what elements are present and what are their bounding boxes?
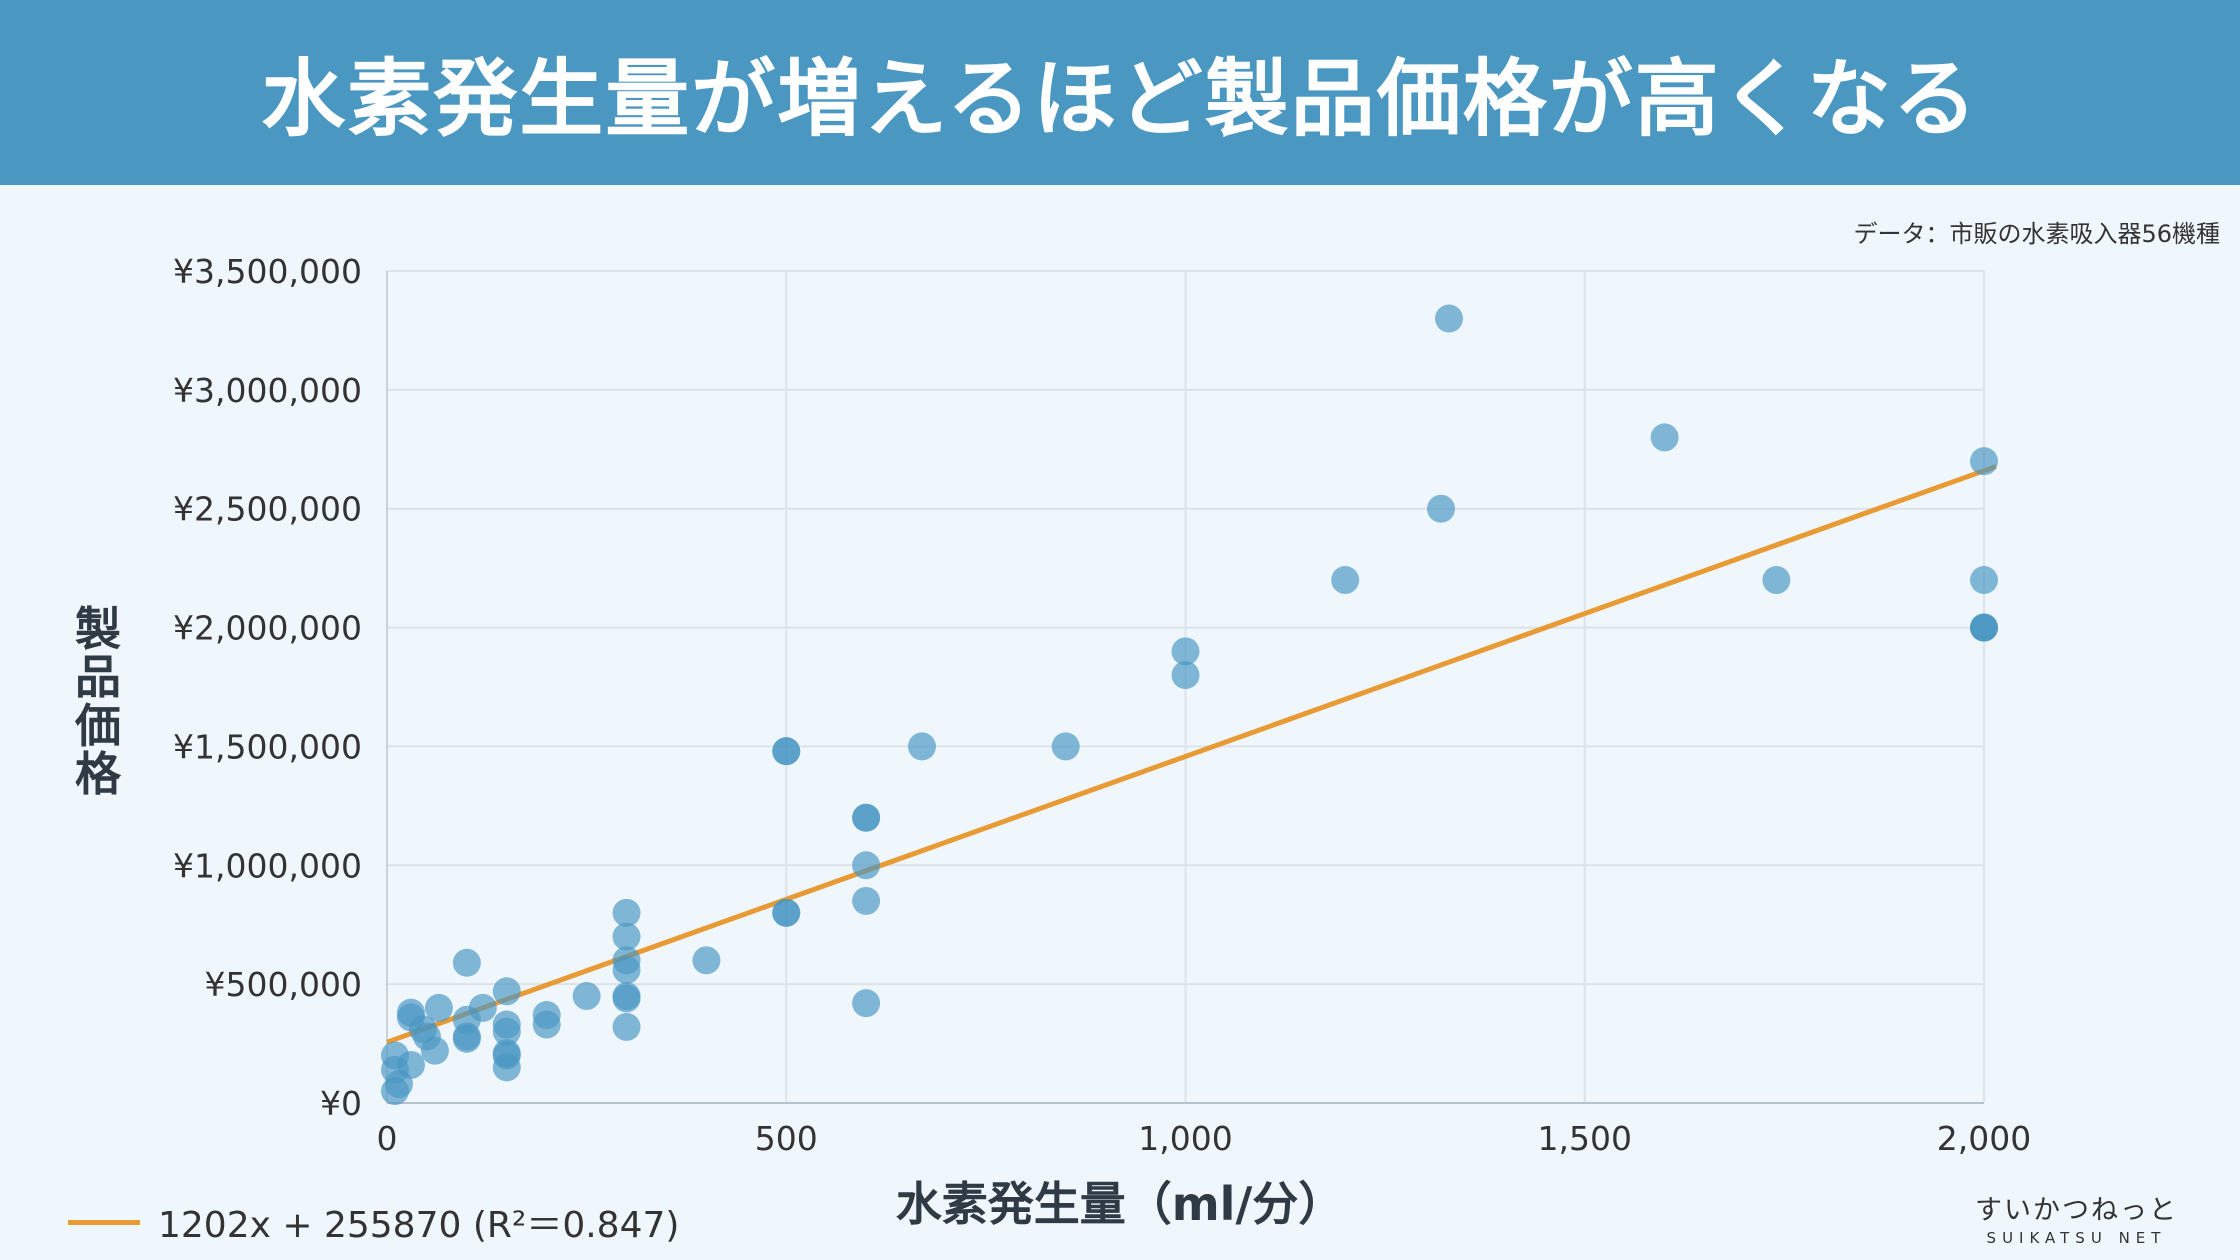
data-point <box>1051 732 1080 761</box>
data-points <box>380 304 1998 1106</box>
data-point <box>612 946 641 975</box>
data-point <box>692 946 721 975</box>
data-point <box>1171 637 1200 666</box>
data-point <box>1427 494 1456 523</box>
x-tick-label: 2,000 <box>1937 1119 2031 1158</box>
y-tick-label: ¥1,000,000 <box>173 846 362 885</box>
y-tick-label: ¥1,500,000 <box>173 727 362 766</box>
data-point <box>852 989 881 1018</box>
data-point <box>1435 304 1464 333</box>
logo-en: SUIKATSU NET <box>1986 1229 2167 1247</box>
data-point <box>907 732 936 761</box>
axes <box>386 271 1984 1104</box>
x-tick-labels: 0 500 1,000 1,500 2,000 <box>377 1119 2032 1158</box>
y-tick-label: ¥500,000 <box>205 965 362 1004</box>
data-point <box>452 948 481 977</box>
legend: 1202x + 255870 (R²＝0.847) <box>68 1196 679 1248</box>
data-point <box>420 1036 449 1065</box>
data-point <box>612 1012 641 1041</box>
trendline-layer <box>386 464 1997 1045</box>
data-point <box>1970 566 1998 595</box>
y-tick-label: ¥2,500,000 <box>173 490 362 529</box>
trendline <box>386 464 1997 1045</box>
y-tick-label: ¥3,500,000 <box>173 252 362 291</box>
legend-trendline-label: 1202x + 255870 (R²＝0.847) <box>158 1205 680 1246</box>
page-title: 水素発生量が増えるほど製品価格が高くなる <box>261 50 1979 148</box>
data-point <box>612 922 641 951</box>
x-tick-label: 1,500 <box>1538 1119 1632 1158</box>
logo-jp: すいかつねっと <box>1975 1195 2178 1226</box>
data-point <box>492 1039 521 1068</box>
data-point <box>492 977 521 1006</box>
source-note: データ：市販の水素吸入器56機種 <box>1853 220 2220 248</box>
data-point <box>468 993 497 1022</box>
y-tick-labels: ¥0 ¥500,000 ¥1,000,000 ¥1,500,000 ¥2,000,000… <box>173 252 362 1123</box>
data-point <box>612 982 641 1011</box>
data-point <box>492 1010 521 1039</box>
data-point <box>1970 447 1998 476</box>
data-point <box>1762 566 1791 595</box>
x-tick-label: 0 <box>377 1119 398 1158</box>
data-point <box>772 898 801 927</box>
x-axis-label: 水素発生量（ml/分） <box>895 1177 1345 1231</box>
data-point <box>1171 661 1200 690</box>
y-axis-label: 製品価格 <box>75 602 121 801</box>
data-point <box>852 851 881 880</box>
data-point <box>1331 566 1360 595</box>
y-tick-label: ¥0 <box>320 1084 362 1123</box>
data-point <box>1650 423 1679 452</box>
data-point <box>396 1050 425 1079</box>
data-point <box>1970 613 1998 642</box>
data-point <box>424 993 453 1022</box>
x-tick-label: 1,000 <box>1138 1119 1232 1158</box>
data-point <box>572 982 601 1011</box>
data-point <box>852 803 881 832</box>
data-point <box>532 1001 561 1030</box>
data-point <box>772 737 801 766</box>
legend-swatch <box>68 1219 140 1225</box>
logo: すいかつねっと SUIKATSU NET <box>1975 1188 2178 1247</box>
data-point <box>852 886 881 915</box>
y-tick-label: ¥3,000,000 <box>173 371 362 410</box>
title-banner: 水素発生量が増えるほど製品価格が高くなる <box>0 0 2240 185</box>
x-tick-label: 500 <box>755 1119 818 1158</box>
y-tick-label: ¥2,000,000 <box>173 609 362 648</box>
data-point <box>612 898 641 927</box>
